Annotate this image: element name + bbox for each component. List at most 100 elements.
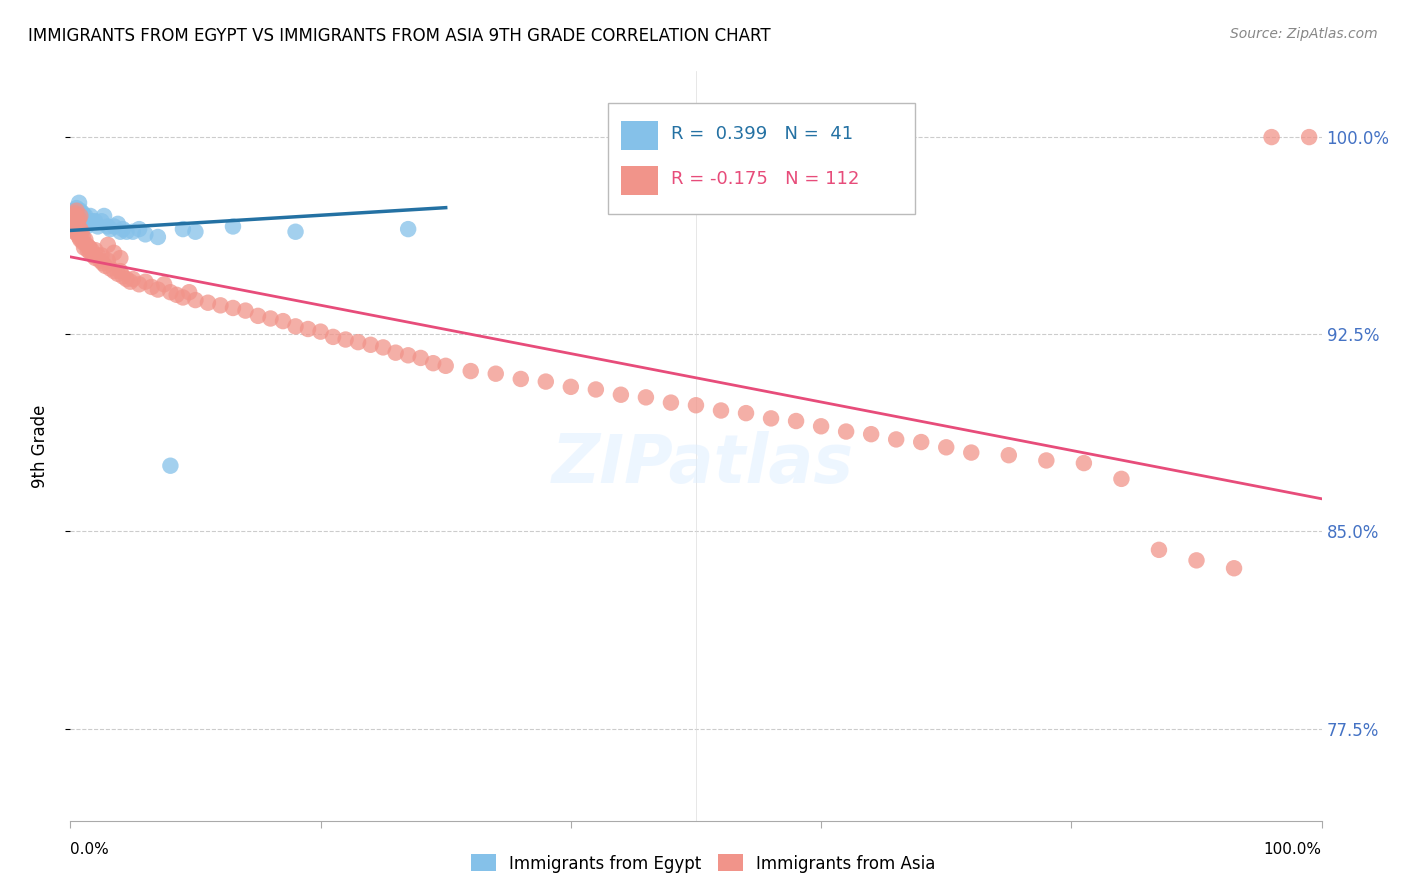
- Text: R = -0.175   N = 112: R = -0.175 N = 112: [671, 169, 859, 187]
- Point: [77, 240, 100, 254]
- Point: [115, 272, 138, 286]
- Point: [73, 214, 96, 228]
- Point: [65, 209, 87, 223]
- Point: [110, 225, 132, 239]
- Point: [460, 364, 482, 378]
- Point: [77, 240, 100, 254]
- Point: [434, 359, 457, 373]
- Point: [128, 222, 150, 236]
- Point: [835, 425, 858, 439]
- Point: [222, 219, 245, 234]
- Point: [371, 340, 394, 354]
- Point: [89, 253, 111, 268]
- Point: [534, 375, 557, 389]
- Point: [98, 261, 121, 276]
- Text: Source: ZipAtlas.com: Source: ZipAtlas.com: [1230, 27, 1378, 41]
- Point: [110, 264, 132, 278]
- Point: [69, 222, 91, 236]
- Point: [65, 222, 87, 236]
- Point: [111, 222, 134, 236]
- Point: [810, 419, 832, 434]
- Point: [396, 222, 419, 236]
- Point: [884, 433, 907, 447]
- Point: [271, 314, 294, 328]
- Point: [90, 248, 112, 262]
- Point: [1111, 472, 1133, 486]
- Text: 100.0%: 100.0%: [1264, 842, 1322, 856]
- Point: [153, 277, 176, 292]
- Point: [166, 288, 188, 302]
- Point: [860, 427, 883, 442]
- Point: [259, 311, 281, 326]
- Point: [910, 435, 932, 450]
- Point: [65, 201, 87, 215]
- Point: [360, 338, 382, 352]
- Point: [115, 225, 138, 239]
- Point: [65, 214, 87, 228]
- Point: [685, 398, 707, 412]
- Point: [960, 445, 983, 459]
- Point: [1035, 453, 1057, 467]
- Point: [67, 195, 90, 210]
- Point: [75, 209, 97, 223]
- Point: [94, 259, 117, 273]
- Point: [63, 219, 86, 234]
- Point: [93, 209, 115, 223]
- Point: [63, 209, 86, 223]
- Point: [69, 233, 91, 247]
- Point: [84, 243, 107, 257]
- Point: [84, 214, 107, 228]
- Point: [159, 285, 181, 300]
- Point: [209, 298, 232, 312]
- Point: [76, 243, 98, 257]
- Point: [172, 290, 194, 304]
- Point: [60, 222, 83, 236]
- Point: [179, 285, 201, 300]
- Point: [146, 283, 169, 297]
- Point: [67, 211, 90, 226]
- Point: [735, 406, 758, 420]
- Point: [659, 395, 682, 409]
- Point: [84, 251, 107, 265]
- Point: [72, 235, 94, 250]
- Point: [335, 333, 357, 347]
- Point: [134, 275, 156, 289]
- Point: [120, 275, 142, 289]
- Point: [184, 225, 207, 239]
- Point: [110, 251, 132, 265]
- Bar: [621, 120, 658, 150]
- Point: [90, 214, 112, 228]
- Point: [509, 372, 531, 386]
- Point: [1185, 553, 1208, 567]
- Point: [97, 238, 120, 252]
- Text: R =  0.399   N =  41: R = 0.399 N = 41: [671, 125, 853, 143]
- Point: [222, 301, 245, 315]
- Point: [247, 309, 270, 323]
- Point: [1073, 456, 1095, 470]
- Point: [66, 214, 89, 228]
- Point: [66, 203, 89, 218]
- Point: [91, 256, 114, 270]
- Point: [710, 403, 733, 417]
- Point: [76, 238, 98, 252]
- Point: [759, 411, 782, 425]
- Point: [634, 390, 657, 404]
- Point: [128, 277, 150, 292]
- Point: [62, 209, 84, 223]
- Point: [73, 240, 96, 254]
- Point: [107, 267, 129, 281]
- Point: [103, 219, 125, 234]
- Point: [62, 209, 84, 223]
- Bar: [621, 166, 658, 195]
- Point: [65, 206, 87, 220]
- Point: [284, 225, 307, 239]
- Point: [141, 280, 163, 294]
- Point: [610, 388, 633, 402]
- Y-axis label: 9th Grade: 9th Grade: [31, 404, 49, 488]
- Point: [172, 222, 194, 236]
- Point: [184, 293, 207, 307]
- Point: [76, 219, 98, 234]
- Point: [98, 222, 121, 236]
- Point: [347, 335, 370, 350]
- Legend: Immigrants from Egypt, Immigrants from Asia: Immigrants from Egypt, Immigrants from A…: [464, 847, 942, 880]
